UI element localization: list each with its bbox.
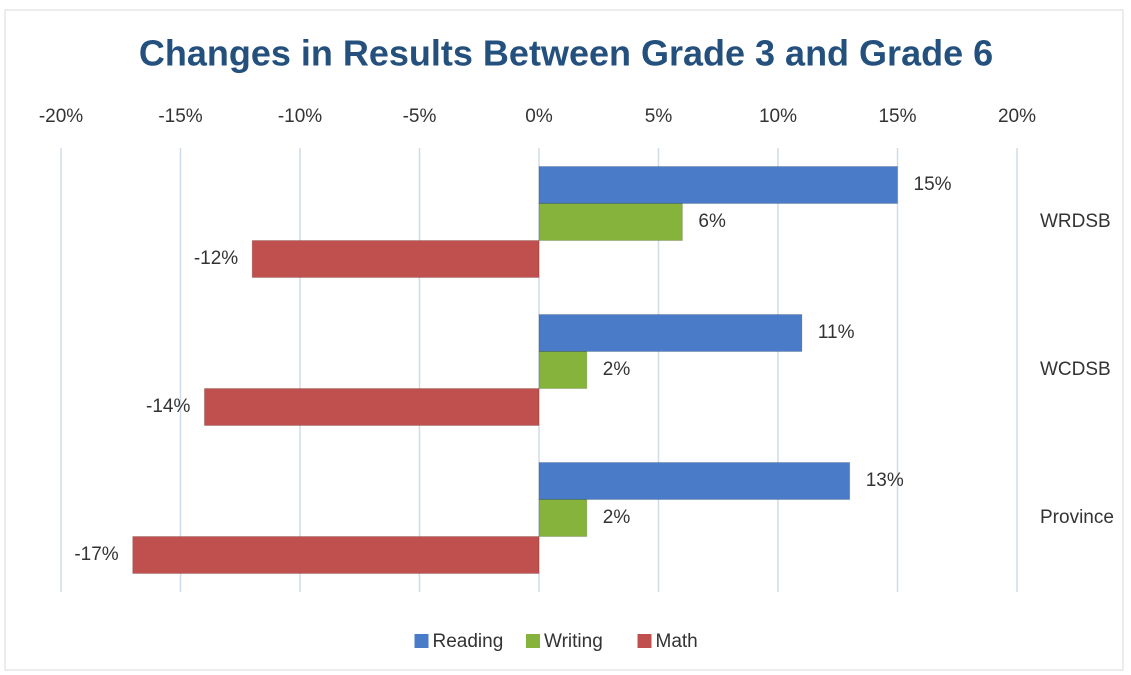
x-tick-label: 15% — [878, 106, 916, 127]
data-label: -12% — [194, 248, 238, 269]
category-label: Province — [1040, 507, 1114, 528]
bar — [538, 203, 683, 241]
data-label: 2% — [603, 359, 631, 380]
x-tick-label: -10% — [278, 106, 322, 127]
bar — [132, 536, 540, 574]
bar — [538, 351, 588, 389]
bar — [538, 499, 588, 537]
x-tick-label: -5% — [403, 106, 437, 127]
x-tick-label: 5% — [645, 106, 673, 127]
legend-label: Math — [656, 631, 698, 652]
x-tick-label: 20% — [998, 106, 1036, 127]
bar — [538, 462, 851, 500]
chart-title: Changes in Results Between Grade 3 and G… — [139, 33, 993, 74]
x-tick-label: -20% — [39, 106, 83, 127]
bar — [203, 388, 540, 426]
category-label: WCDSB — [1040, 359, 1111, 380]
bar — [251, 240, 540, 278]
data-label: 11% — [818, 322, 855, 343]
x-tick-label: -15% — [158, 106, 202, 127]
bar — [538, 314, 803, 352]
category-label: WRDSB — [1040, 211, 1111, 232]
data-label: -14% — [146, 396, 190, 417]
legend-label: Writing — [544, 631, 603, 652]
legend-swatch — [526, 634, 540, 648]
bar — [538, 166, 898, 204]
x-tick-label: 0% — [525, 106, 553, 127]
data-label: 15% — [914, 174, 952, 195]
data-label: -17% — [74, 544, 118, 565]
data-label: 2% — [603, 507, 631, 528]
legend-swatch — [637, 634, 652, 648]
legend-label: Reading — [433, 631, 504, 652]
x-tick-label: 10% — [759, 106, 797, 127]
legend-swatch — [414, 634, 429, 648]
data-label: 13% — [866, 470, 904, 491]
data-label: 6% — [698, 211, 726, 232]
